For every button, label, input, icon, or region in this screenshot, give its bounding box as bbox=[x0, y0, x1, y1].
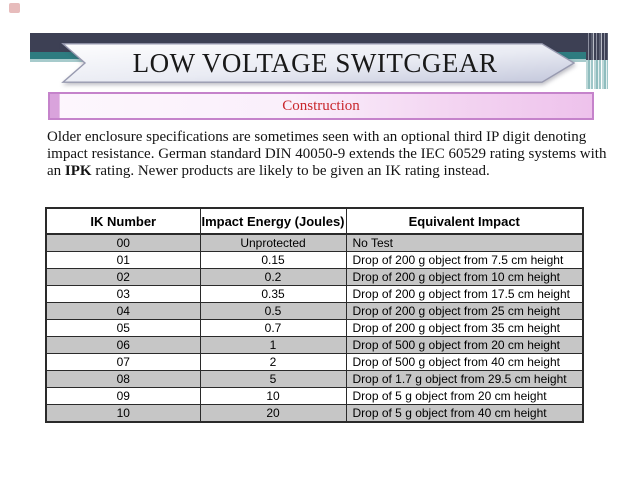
table-cell: 0.15 bbox=[199, 251, 347, 269]
table-cell: 02 bbox=[45, 268, 201, 286]
table-cell: 0.2 bbox=[199, 268, 347, 286]
table-row: 07 2 Drop of 500 g object from 40 cm heigh… bbox=[45, 353, 584, 371]
ik-table-body: 00 Unprotected No Test 01 0.15 Drop of 200 g … bbox=[45, 233, 584, 423]
ribbon-arrow-shape bbox=[61, 43, 575, 83]
table-header-row: IK Number Impact Energy (Joules) Equival… bbox=[45, 207, 584, 235]
table-row: 02 0.2 Drop of 200 g object from 10 cm hei… bbox=[45, 268, 584, 286]
table-cell: Drop of 500 g object from 20 cm height bbox=[345, 336, 584, 354]
subtitle-label: Construction bbox=[282, 98, 360, 114]
table-cell: 20 bbox=[199, 404, 347, 423]
table-row: 06 1 Drop of 500 g object from 20 cm heigh… bbox=[45, 336, 584, 354]
table-row: 05 0.7 Drop of 200 g object from 35 cm hei… bbox=[45, 319, 584, 337]
table-cell: Drop of 500 g object from 40 cm height bbox=[345, 353, 584, 371]
subtitle-banner-left-strip bbox=[50, 94, 60, 118]
table-cell: 0.35 bbox=[199, 285, 347, 303]
table-cell: Drop of 200 g object from 7.5 cm height bbox=[345, 251, 584, 269]
header-right-stripes-dark bbox=[586, 33, 608, 60]
table-cell: Drop of 5 g object from 20 cm height bbox=[345, 387, 584, 405]
table-cell: 2 bbox=[199, 353, 347, 371]
table-cell: 05 bbox=[45, 319, 201, 337]
title-ribbon: LOW VOLTAGE SWITCGEAR bbox=[55, 43, 575, 83]
table-cell: 03 bbox=[45, 285, 201, 303]
paragraph-text-pre: Older enclosure specifications are somet… bbox=[47, 129, 607, 179]
table-cell: 09 bbox=[45, 387, 201, 405]
table-row: 04 0.5 Drop of 200 g object from 25 cm hei… bbox=[45, 302, 584, 320]
table-cell: 08 bbox=[45, 370, 201, 388]
table-cell: Drop of 200 g object from 35 cm height bbox=[345, 319, 584, 337]
table-cell: 0.5 bbox=[199, 302, 347, 320]
header-right-stripes-teal bbox=[586, 60, 608, 89]
table-cell: 0.7 bbox=[199, 319, 347, 337]
col-header-ik-number: IK Number bbox=[45, 207, 201, 235]
table-cell: 01 bbox=[45, 251, 201, 269]
table-row: 01 0.15 Drop of 200 g object from 7.5 cm h… bbox=[45, 251, 584, 269]
table-cell: 04 bbox=[45, 302, 201, 320]
table-row: 10 20 Drop of 5 g object from 40 cm height bbox=[45, 404, 584, 423]
table-row: 03 0.35 Drop of 200 g object from 17.5 cm … bbox=[45, 285, 584, 303]
table-cell: 00 bbox=[45, 233, 201, 252]
table-cell: 10 bbox=[45, 404, 201, 423]
col-header-impact-energy: Impact Energy (Joules) bbox=[199, 207, 347, 235]
table-cell: Drop of 200 g object from 10 cm height bbox=[345, 268, 584, 286]
paragraph-text-post: rating. Newer products are likely to be … bbox=[91, 163, 490, 179]
table-cell: 07 bbox=[45, 353, 201, 371]
ik-rating-table: IK Number Impact Energy (Joules) Equival… bbox=[45, 207, 584, 423]
table-row: 08 5 Drop of 1.7 g object from 29.5 cm hei… bbox=[45, 370, 584, 388]
table-row: 00 Unprotected No Test bbox=[45, 233, 584, 252]
table-cell: Unprotected bbox=[199, 233, 347, 252]
table-cell: No Test bbox=[345, 233, 584, 252]
table-cell: 10 bbox=[199, 387, 347, 405]
paragraph-text-bold: IPK bbox=[64, 163, 92, 179]
intro-paragraph: Older enclosure specifications are somet… bbox=[47, 129, 607, 180]
red-artifact-mark bbox=[9, 3, 20, 13]
subtitle-banner: Construction bbox=[48, 92, 594, 120]
table-cell: Drop of 5 g object from 40 cm height bbox=[345, 404, 584, 423]
page-title: LOW VOLTAGE SWITCGEAR bbox=[132, 48, 498, 78]
table-cell: Drop of 200 g object from 17.5 cm height bbox=[345, 285, 584, 303]
col-header-equivalent-impact: Equivalent Impact bbox=[345, 207, 584, 235]
table-row: 09 10 Drop of 5 g object from 20 cm height bbox=[45, 387, 584, 405]
table-cell: 1 bbox=[199, 336, 347, 354]
table-cell: 5 bbox=[199, 370, 347, 388]
table-cell: Drop of 200 g object from 25 cm height bbox=[345, 302, 584, 320]
table-cell: 06 bbox=[45, 336, 201, 354]
table-cell: Drop of 1.7 g object from 29.5 cm height bbox=[345, 370, 584, 388]
